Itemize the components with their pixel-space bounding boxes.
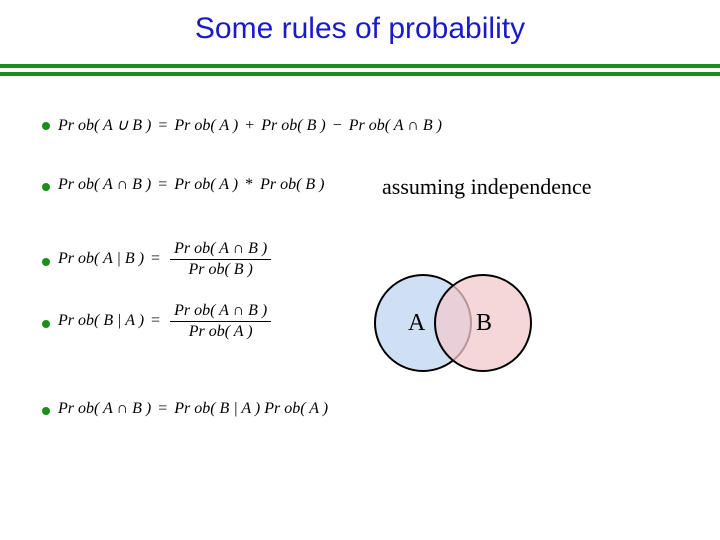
eq2-rhs2: Pr ob( B ) <box>260 176 324 193</box>
eq4-num: Pr ob( A ∩ B ) <box>170 302 271 322</box>
eq4-den: Pr ob( A ) <box>170 322 271 341</box>
bullet-icon <box>42 320 50 328</box>
divider-top <box>0 64 720 68</box>
eq3-lhs: Pr ob( A | B ) <box>58 250 144 267</box>
equation-4: Pr ob( B | A ) = Pr ob( A ∩ B ) Pr ob( A… <box>58 302 274 340</box>
venn-svg: A B <box>368 268 538 380</box>
eq5-rhs1: Pr ob( B | A ) <box>174 400 260 417</box>
eq4-lhs: Pr ob( B | A ) <box>58 312 144 329</box>
eq2-rhs1: Pr ob( A ) <box>174 176 238 193</box>
bullet-icon <box>42 122 50 130</box>
eq5-rhs2: Pr ob( A ) <box>264 400 328 417</box>
equation-3: Pr ob( A | B ) = Pr ob( A ∩ B ) Pr ob( B… <box>58 240 274 278</box>
venn-label-a: A <box>408 310 426 336</box>
venn-diagram: A B <box>368 268 538 385</box>
slide: Some rules of probability Pr ob( A ∪ B )… <box>0 0 720 540</box>
eq1-lhs: Pr ob( A ∪ B ) <box>58 117 151 134</box>
bullet-icon <box>42 183 50 191</box>
independence-note: assuming independence <box>382 174 592 200</box>
eq1-rhs3: Pr ob( A ∩ B ) <box>349 117 442 134</box>
eq3-den: Pr ob( B ) <box>170 260 271 279</box>
bullet-icon <box>42 258 50 266</box>
equation-1: Pr ob( A ∪ B ) = Pr ob( A ) + Pr ob( B )… <box>58 115 442 135</box>
slide-title: Some rules of probability <box>0 12 720 46</box>
eq3-num: Pr ob( A ∩ B ) <box>170 240 271 260</box>
equation-5: Pr ob( A ∩ B ) = Pr ob( B | A ) Pr ob( A… <box>58 400 328 418</box>
eq5-lhs: Pr ob( A ∩ B ) <box>58 400 151 417</box>
eq1-rhs2: Pr ob( B ) <box>261 117 325 134</box>
bullet-icon <box>42 407 50 415</box>
equation-2: Pr ob( A ∩ B ) = Pr ob( A ) * Pr ob( B ) <box>58 176 325 194</box>
venn-label-b: B <box>476 310 492 336</box>
eq2-lhs: Pr ob( A ∩ B ) <box>58 176 151 193</box>
eq1-rhs1: Pr ob( A ) <box>174 117 238 134</box>
divider-bottom <box>0 72 720 76</box>
